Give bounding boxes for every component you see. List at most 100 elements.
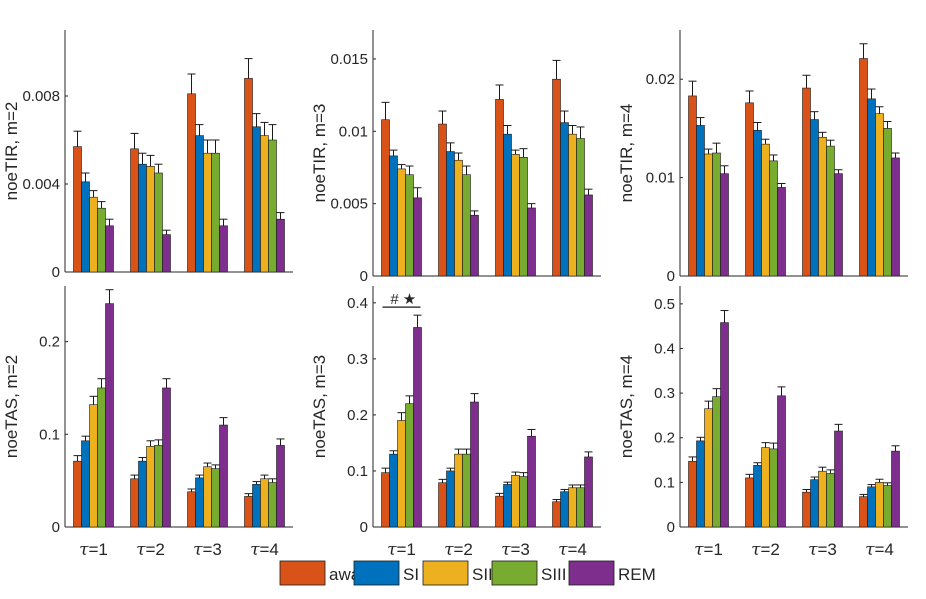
x-tick-label: τ=1 bbox=[694, 540, 723, 560]
y-tick-label: 0.01 bbox=[646, 170, 675, 187]
y-tick-label: 0 bbox=[360, 268, 368, 285]
bar bbox=[584, 456, 593, 528]
bar bbox=[818, 470, 827, 528]
bar bbox=[405, 174, 414, 277]
bar bbox=[891, 157, 900, 277]
bar bbox=[252, 484, 261, 528]
bar bbox=[97, 387, 106, 528]
bar bbox=[769, 160, 778, 277]
y-tick-label: 0 bbox=[360, 519, 368, 536]
y-tick-label: 0 bbox=[52, 264, 60, 281]
bar bbox=[413, 327, 422, 528]
bar bbox=[777, 395, 786, 528]
bar bbox=[268, 139, 277, 273]
bar bbox=[875, 113, 884, 277]
chart-panel: 0 0.1 0.2 0.3 0.4 noeTAS, m=3 τ=1 τ=2 τ=3 τ=4 # ★ bbox=[310, 286, 601, 560]
legend-swatch bbox=[568, 560, 615, 586]
bar bbox=[130, 148, 139, 273]
bar bbox=[81, 181, 90, 273]
bar bbox=[704, 153, 713, 277]
chart-panel: 0 0.01 0.02 noeTIR, m=4 bbox=[617, 30, 908, 285]
bar bbox=[454, 453, 463, 528]
bar bbox=[753, 465, 762, 528]
x-tick-label: τ=2 bbox=[136, 540, 165, 560]
bar bbox=[527, 207, 536, 277]
bar bbox=[146, 166, 155, 273]
bar bbox=[203, 152, 212, 273]
bar bbox=[162, 234, 171, 273]
bar bbox=[438, 123, 447, 277]
bar bbox=[389, 155, 398, 277]
bar bbox=[568, 133, 577, 277]
bar bbox=[276, 218, 285, 273]
bar bbox=[712, 152, 721, 277]
bar bbox=[584, 194, 593, 277]
legend-label: SIII bbox=[541, 565, 567, 584]
y-tick-label: 0.008 bbox=[22, 88, 60, 105]
bar bbox=[162, 387, 171, 528]
bar bbox=[560, 122, 569, 277]
bar bbox=[688, 95, 697, 277]
bar bbox=[89, 196, 98, 273]
bar bbox=[146, 446, 155, 528]
legend-label: SII bbox=[472, 565, 493, 584]
y-tick-label: 0 bbox=[667, 519, 675, 536]
legend-swatch bbox=[353, 560, 400, 586]
bar bbox=[495, 99, 504, 277]
bar bbox=[704, 408, 713, 528]
bar bbox=[696, 440, 705, 528]
bar bbox=[519, 157, 528, 277]
bar bbox=[187, 491, 196, 528]
bar bbox=[211, 152, 220, 273]
y-tick-label: 0.01 bbox=[339, 123, 368, 140]
bar bbox=[397, 168, 406, 277]
bar bbox=[244, 496, 253, 528]
bar bbox=[834, 173, 843, 277]
bar bbox=[130, 478, 139, 528]
bar bbox=[859, 496, 868, 528]
bar bbox=[219, 424, 228, 528]
bar bbox=[446, 470, 455, 528]
y-tick-label: 0.3 bbox=[654, 385, 675, 402]
legend-label: REM bbox=[618, 565, 656, 584]
bar bbox=[73, 146, 82, 273]
y-axis-label: noeTAS, m=3 bbox=[310, 355, 329, 458]
y-axis-label: noeTAS, m=4 bbox=[617, 355, 636, 458]
legend-swatch bbox=[279, 560, 326, 586]
y-tick-label: 0.4 bbox=[654, 340, 675, 357]
y-tick-label: 0.004 bbox=[22, 176, 60, 193]
y-tick-label: 0.2 bbox=[654, 430, 675, 447]
bar bbox=[405, 403, 414, 528]
bar bbox=[211, 468, 220, 528]
bar bbox=[454, 159, 463, 277]
bar bbox=[696, 125, 705, 277]
y-tick-label: 0.1 bbox=[39, 426, 60, 443]
y-tick-label: 0 bbox=[52, 519, 60, 536]
bar bbox=[834, 430, 843, 528]
x-tick-label: τ=3 bbox=[193, 540, 222, 560]
y-tick-label: 0 bbox=[667, 268, 675, 285]
bar bbox=[576, 138, 585, 277]
bar bbox=[552, 78, 561, 277]
bar bbox=[867, 98, 876, 277]
y-tick-label: 0.2 bbox=[39, 334, 60, 351]
x-tick-label: τ=4 bbox=[250, 540, 279, 560]
bar bbox=[73, 460, 82, 528]
y-tick-label: 0.5 bbox=[654, 296, 675, 313]
bar bbox=[761, 143, 770, 277]
bar bbox=[105, 225, 114, 273]
bar bbox=[244, 78, 253, 273]
y-axis-label: noeTIR, m=4 bbox=[617, 104, 636, 203]
x-tick-label: τ=1 bbox=[79, 540, 108, 560]
bar bbox=[81, 440, 90, 528]
bar bbox=[462, 174, 471, 277]
x-tick-label: τ=3 bbox=[501, 540, 530, 560]
bar bbox=[389, 453, 398, 528]
bar bbox=[105, 303, 114, 528]
bar bbox=[527, 435, 536, 528]
bar bbox=[688, 461, 697, 528]
y-tick-label: 0.015 bbox=[330, 51, 368, 68]
bar bbox=[720, 173, 729, 277]
bar bbox=[552, 501, 561, 528]
